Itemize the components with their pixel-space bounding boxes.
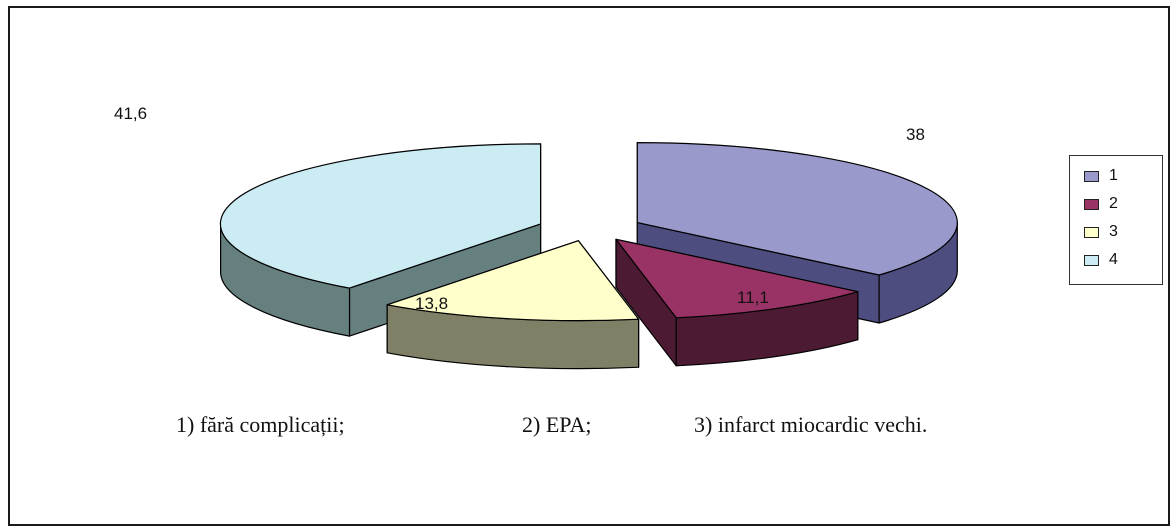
pie-slice-3	[386, 240, 640, 370]
caption-item-3: 3) infarct miocardic vechi.	[694, 412, 928, 437]
legend-swatch-4	[1084, 254, 1099, 266]
legend-item-1: 1	[1084, 166, 1118, 186]
legend-swatch-1	[1084, 170, 1099, 182]
legend-label-4: 4	[1109, 251, 1118, 268]
legend-label-3: 3	[1109, 223, 1118, 240]
data-label-4: 41,6	[114, 104, 147, 123]
legend: 1 2 3 4	[1069, 155, 1163, 285]
legend-label-2: 2	[1109, 195, 1118, 212]
legend-item-3: 3	[1084, 222, 1118, 242]
legend-swatch-2	[1084, 198, 1099, 210]
data-label-1: 38	[906, 125, 925, 144]
data-label-2: 11,1	[737, 288, 769, 307]
legend-item-4: 4	[1084, 250, 1118, 270]
legend-label-1: 1	[1109, 167, 1118, 184]
caption: 1) fără complicații; 2) EPA; 3) infarct …	[0, 412, 1172, 442]
caption-item-2: 2) EPA;	[522, 412, 592, 437]
caption-item-1: 1) fără complicații;	[176, 412, 345, 437]
pie-slice-2	[615, 238, 859, 367]
legend-swatch-3	[1084, 226, 1099, 238]
data-label-3: 13,8	[415, 294, 448, 313]
legend-item-2: 2	[1084, 194, 1118, 214]
